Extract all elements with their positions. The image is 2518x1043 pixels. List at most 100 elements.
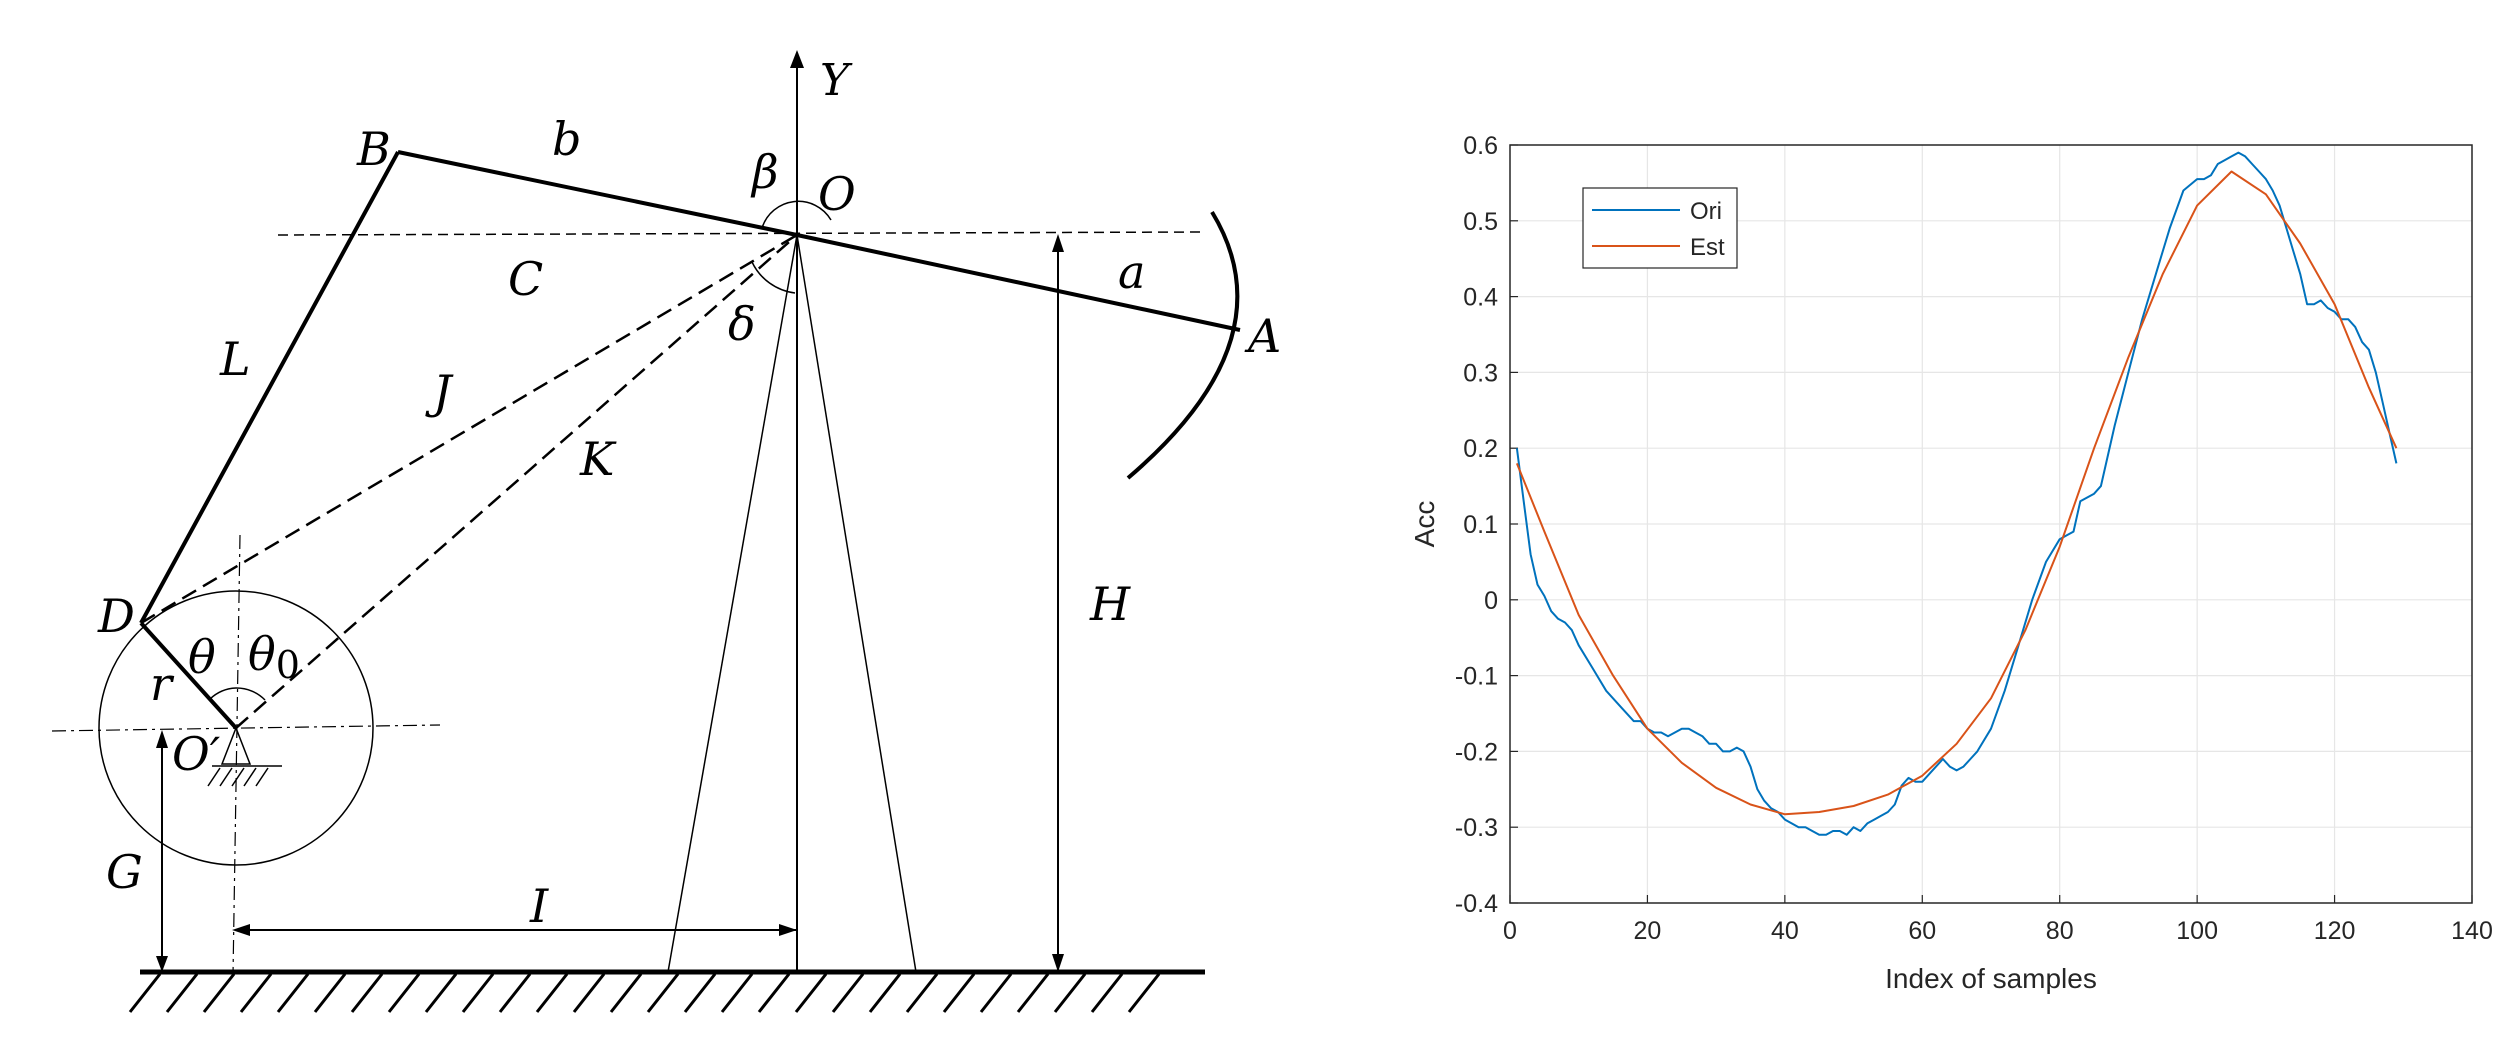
ground-hatch-mark [572, 973, 606, 1013]
y-tick-label: -0.1 [1455, 663, 1498, 691]
x-tick-label: 40 [1771, 917, 1799, 945]
mechanism-diagram: Y O B b β A a C δ L J K D θ θ0 r O′ G I … [51, 50, 1281, 1013]
horsehead-arc [1126, 210, 1240, 480]
y-tick-label: 0 [1484, 587, 1498, 615]
y-tick-label: -0.2 [1455, 738, 1498, 766]
chart-legend: Ori Est [1582, 187, 1738, 269]
y-tick-label: 0.5 [1463, 208, 1498, 236]
label-L: L [219, 332, 251, 386]
label-theta0-subscript: 0 [276, 643, 300, 687]
legend-label-est: Est [1690, 234, 1725, 261]
x-axis-ticks: 0 20 40 60 80 100 120 140 [1503, 895, 2493, 945]
ground-hatch-mark [239, 973, 273, 1013]
series-lines [1515, 151, 2398, 836]
plot-frame [1509, 144, 2473, 904]
ground-hatch-mark [905, 973, 939, 1013]
label-theta0: θ0 [248, 627, 300, 687]
label-H: H [1089, 577, 1131, 631]
ground-hatch-mark [979, 973, 1013, 1013]
ground-hatch-mark [350, 973, 384, 1013]
beta-arc [761, 200, 832, 229]
legend-box [1582, 187, 1738, 269]
crank-r [139, 621, 238, 730]
ground-hatch-mark [646, 973, 680, 1013]
label-B: B [356, 122, 391, 176]
y-tick-label: 0.1 [1463, 511, 1498, 539]
dimension-G-arrowhead-bottom [156, 956, 168, 972]
y-axis-label: Acc [1409, 501, 1440, 548]
label-Y: Y [820, 55, 853, 106]
label-a: a [1118, 245, 1145, 299]
ground-hatch-mark [1090, 973, 1124, 1013]
crank-circle [98, 590, 374, 866]
ground-hatch-mark [535, 973, 569, 1013]
ground-hatch-mark [868, 973, 902, 1013]
label-theta: θ [188, 630, 216, 684]
ground-hatch-mark [461, 973, 495, 1013]
label-K: K [579, 432, 617, 486]
ground-hatch-mark [942, 973, 976, 1013]
x-tick-label: 140 [2451, 917, 2493, 945]
ground-hatch-mark [1016, 973, 1050, 1013]
beam-link-b [397, 150, 798, 237]
ground-support-triangle [220, 725, 252, 765]
y-tick-label: 0.4 [1463, 284, 1498, 312]
ground-hatch-mark [609, 973, 643, 1013]
x-axis-label: Index of samples [1885, 963, 2097, 994]
label-O: O [818, 167, 856, 221]
dimension-H-arrowhead-bottom [1052, 954, 1064, 972]
label-beta: β [750, 145, 779, 199]
y-axis-ticks: -0.4 -0.3 -0.2 -0.1 0 0.1 0.2 0.3 0.4 0.5 0.6 [1455, 132, 1518, 918]
label-D: D [97, 589, 135, 643]
ground-hatch-mark [313, 973, 347, 1013]
acc-line-chart: 0 20 40 60 80 100 120 140 -0.4 -0.3 -0.2 -0.1 0 0.1 0… [1409, 132, 2493, 994]
dimension-I-arrowhead-right [779, 924, 797, 936]
y-axis-arrowhead [790, 50, 804, 68]
ground-hatch-mark [276, 973, 310, 1013]
ground-hatch-mark [202, 973, 236, 1013]
ground-hatch-mark [1053, 973, 1087, 1013]
legend-label-ori: Ori [1690, 198, 1722, 225]
ground-hatch-mark [1127, 973, 1161, 1013]
x-tick-label: 20 [1634, 917, 1662, 945]
delta-arc [751, 261, 796, 294]
x-tick-label: 60 [1908, 917, 1936, 945]
ground-hatch-mark [757, 973, 791, 1013]
ground-hatch-mark [683, 973, 717, 1013]
label-A: A [1244, 309, 1281, 363]
theta-arc [209, 687, 266, 701]
dimension-G-arrowhead [156, 730, 168, 748]
x-tick-label: 120 [2314, 917, 2356, 945]
series-line-ori [1515, 151, 2398, 836]
label-G: G [106, 845, 143, 899]
label-Oprime: O′ [172, 727, 221, 781]
crank-centerline-h [51, 724, 441, 732]
label-b: b [552, 112, 581, 166]
ground-hatch-mark [387, 973, 421, 1013]
support-hatch [207, 767, 269, 787]
label-delta: δ [728, 297, 756, 351]
ground-hatching [128, 973, 1161, 1013]
dashed-J [140, 233, 798, 625]
x-tick-label: 80 [2046, 917, 2074, 945]
pivot-horizontal-dashed [277, 231, 1206, 236]
y-tick-label: 0.3 [1463, 359, 1498, 387]
series-line-est [1515, 170, 2398, 816]
ground-hatch-mark [720, 973, 754, 1013]
support-leg-left [667, 234, 798, 973]
dashed-K [235, 234, 798, 729]
y-tick-label: -0.3 [1455, 814, 1498, 842]
x-tick-label: 100 [2176, 917, 2218, 945]
link-L [139, 151, 400, 624]
label-I: I [529, 879, 549, 933]
y-tick-label: 0.2 [1463, 435, 1498, 463]
ground-hatch-mark [165, 973, 199, 1013]
ground-hatch-mark [128, 973, 162, 1013]
label-r: r [150, 657, 175, 711]
ground-hatch-mark [424, 973, 458, 1013]
crank-centerline-v [232, 534, 241, 976]
label-J: J [425, 365, 454, 419]
ground-hatch-mark [794, 973, 828, 1013]
dimension-I-arrowhead-left [232, 924, 250, 936]
